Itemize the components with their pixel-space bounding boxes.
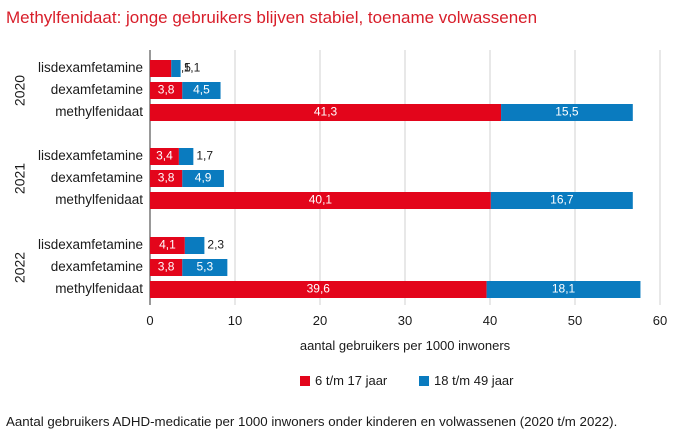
category-label: dexamfetamine: [51, 82, 143, 97]
bar-segment: [150, 192, 491, 209]
category-label: methylfenidaat: [55, 281, 143, 296]
legend-swatch-6-17: [300, 375, 310, 386]
x-axis-label: aantal gebruikers per 1000 inwoners: [299, 338, 511, 353]
data-label: 4,9: [195, 171, 212, 185]
x-tick-label: 20: [313, 313, 327, 328]
bar-segment: [184, 237, 205, 254]
data-label: 3,8: [158, 83, 175, 97]
data-label: 4,1: [159, 238, 176, 252]
year-label: 2021: [12, 163, 28, 194]
category-label: lisdexamfetamine: [38, 60, 143, 75]
category-label: lisdexamfetamine: [38, 148, 143, 163]
data-label: 41,3: [314, 105, 338, 119]
bar-segment: [501, 104, 633, 121]
year-label: 2022: [12, 252, 28, 283]
category-label: methylfenidaat: [55, 192, 143, 207]
legend-swatch-18-49: [419, 375, 429, 386]
data-label: 2,3: [207, 238, 224, 252]
data-label: 4,5: [193, 83, 210, 97]
year-label: 2020: [12, 75, 28, 106]
bar-segment: [182, 82, 221, 99]
data-label: 1,1: [184, 61, 201, 75]
data-label: 3,8: [158, 171, 175, 185]
category-label: lisdexamfetamine: [38, 237, 143, 252]
x-tick-label: 0: [146, 313, 153, 328]
x-tick-label: 10: [228, 313, 242, 328]
bar-segment: [150, 148, 179, 165]
legend-label-6-17: 6 t/m 17 jaar: [315, 373, 388, 388]
x-tick-label: 30: [398, 313, 412, 328]
data-label: 3,8: [158, 260, 175, 274]
data-label: 5,3: [196, 260, 213, 274]
bar-segment: [182, 259, 228, 276]
data-label: 40,1: [309, 193, 333, 207]
bar-segment: [171, 60, 181, 77]
data-label: 1,7: [196, 149, 213, 163]
x-tick-label: 40: [483, 313, 497, 328]
category-label: dexamfetamine: [51, 170, 143, 185]
data-label: 18,1: [552, 282, 576, 296]
category-label: dexamfetamine: [51, 259, 143, 274]
bar-segment: [150, 170, 183, 187]
bar-segment: [150, 60, 172, 77]
legend-label-18-49: 18 t/m 49 jaar: [434, 373, 514, 388]
x-tick-label: 50: [568, 313, 582, 328]
x-tick-label: 60: [653, 313, 667, 328]
data-label: 39,6: [307, 282, 331, 296]
bar-segment: [182, 170, 224, 187]
data-label: 15,5: [555, 105, 579, 119]
legend: 6 t/m 17 jaar 18 t/m 49 jaar: [0, 373, 686, 393]
bar-segment: [150, 259, 183, 276]
figure-caption: Aantal gebruikers ADHD-medicatie per 100…: [6, 414, 618, 429]
bar-segment: [150, 237, 185, 254]
bar-segment: [486, 281, 641, 298]
chart-title: Methylfenidaat: jonge gebruikers blijven…: [6, 8, 538, 27]
data-label: 16,7: [550, 193, 574, 207]
data-label: 3,4: [156, 149, 173, 163]
legend-item-18-49: 18 t/m 49 jaar: [419, 373, 514, 388]
bar-segment: [150, 104, 502, 121]
bar-segment: [150, 82, 183, 99]
bar-segment: [150, 281, 487, 298]
legend-item-6-17: 6 t/m 17 jaar: [300, 373, 387, 388]
category-label: methylfenidaat: [55, 104, 143, 119]
bar-segment: [178, 148, 194, 165]
bar-segment: [490, 192, 633, 209]
